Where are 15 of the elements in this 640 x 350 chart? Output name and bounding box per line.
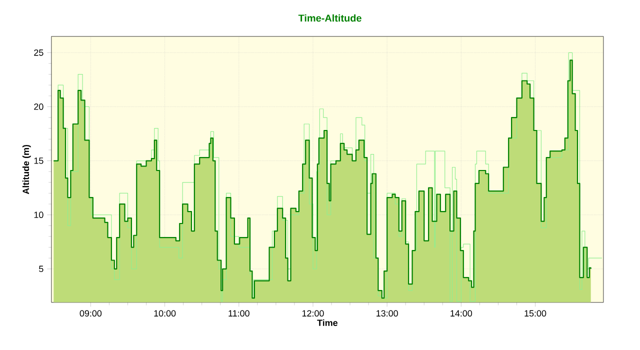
x-tick-label: 12:00 [302,310,324,317]
y-axis-title: Altitude (m) [22,144,31,194]
y-tick-label: 5 [39,266,44,272]
x-tick-label: 14:00 [450,310,472,317]
x-tick-label: 13:00 [376,310,398,317]
x-tick-label: 10:00 [154,310,176,317]
y-tick-label: 20 [34,104,44,110]
x-tick-label: 15:00 [524,310,546,317]
y-tick-label: 10 [34,212,44,218]
x-tick-label: 09:00 [80,310,102,317]
y-tick-label: 25 [34,49,44,56]
chart-title: Time-Altitude [298,14,362,22]
x-axis-title: Time [317,319,338,326]
x-tick-label: 11:00 [228,310,250,317]
y-tick-label: 15 [34,158,44,164]
